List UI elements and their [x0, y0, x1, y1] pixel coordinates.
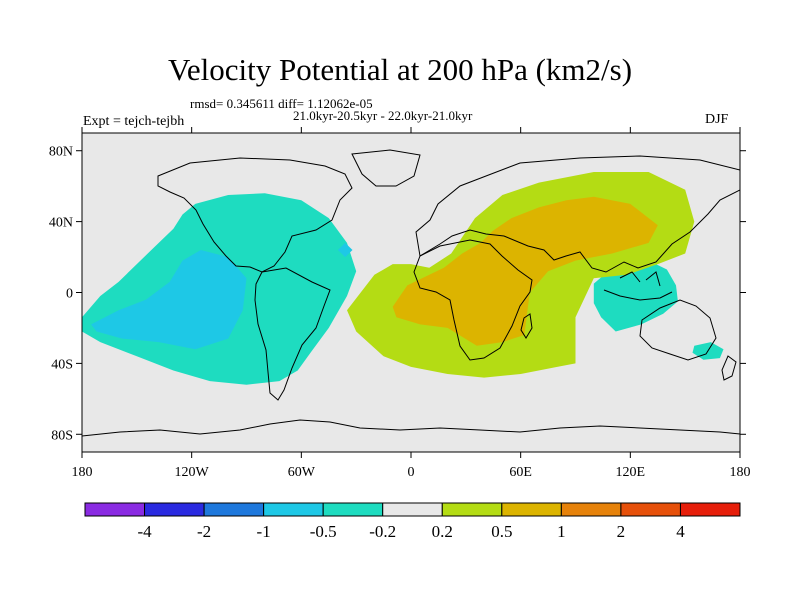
colorbar-swatch-3	[263, 502, 324, 517]
chart-subtitle-stats: rmsd= 0.345611 diff= 1.12062e-05	[190, 96, 373, 111]
colorbar-label: -0.2	[369, 522, 396, 541]
contour-region-6	[392, 196, 658, 346]
y-tick-label: 40N	[49, 216, 73, 231]
colorbar-label: 1	[557, 522, 566, 541]
x-tick-label: 180	[730, 465, 751, 480]
colorbar-swatch-9	[620, 502, 681, 517]
contour-region-3	[91, 250, 247, 350]
colorbar-swatch-10	[679, 502, 741, 517]
x-tick-label: 120E	[616, 465, 646, 480]
colorbar-label: -4	[137, 522, 152, 541]
x-tick-label: 60W	[288, 465, 316, 480]
colorbar-swatch-0	[84, 502, 146, 517]
coastline-africa	[413, 239, 533, 361]
experiment-label: Expt = tejch-tejbh	[83, 114, 185, 129]
colorbar-label: -1	[257, 522, 271, 541]
colorbar-swatch-7	[501, 502, 562, 517]
colorbar-swatch-2	[203, 502, 265, 517]
colorbar-label: -0.5	[310, 522, 337, 541]
coastline-indonesia	[603, 271, 673, 301]
colorbar-swatch-1	[144, 502, 205, 517]
x-tick-label: 120W	[175, 465, 210, 480]
x-tick-label: 60E	[509, 465, 532, 480]
x-tick-label: 180	[72, 465, 93, 480]
coastline-madagascar	[520, 313, 533, 339]
colorbar-label: 0.5	[491, 522, 512, 541]
colorbar-label: -2	[197, 522, 211, 541]
y-tick-label: 40S	[51, 357, 73, 372]
y-tick-label: 0	[66, 287, 73, 302]
coastline-new-zealand	[721, 355, 737, 381]
coastlines	[82, 149, 740, 437]
colorbar: -4 -2 -1 -0.5 -0.2 0.2 0.5 1 2 4	[84, 502, 741, 541]
contour-region-4	[337, 242, 353, 258]
season-label: DJF	[705, 112, 729, 127]
y-tick-label: 80N	[49, 145, 73, 160]
colorbar-swatch-4	[322, 502, 384, 517]
x-tick-label: 0	[408, 465, 415, 480]
coastline-north-america	[157, 157, 353, 273]
chart-subtitle-period: 21.0kyr-20.5kyr - 22.0kyr-21.0kyr	[293, 108, 473, 123]
y-tick-label: 80S	[51, 428, 73, 443]
colorbar-label: 4	[676, 522, 685, 541]
contour-region-1	[593, 260, 678, 332]
coastline-eurasia	[415, 155, 740, 273]
coastline-greenland	[351, 149, 421, 187]
colorbar-label: 2	[617, 522, 626, 541]
chart-title: Velocity Potential at 200 hPa (km2/s)	[167, 52, 633, 87]
colorbar-swatch-8	[560, 502, 622, 517]
colorbar-swatch-6	[441, 502, 503, 517]
coastline-south-america	[254, 267, 331, 401]
colorbar-label: 0.2	[432, 522, 453, 541]
coastline-australia	[639, 299, 717, 361]
coastline-antarctica	[82, 419, 740, 437]
colorbar-swatch-5	[382, 502, 443, 517]
